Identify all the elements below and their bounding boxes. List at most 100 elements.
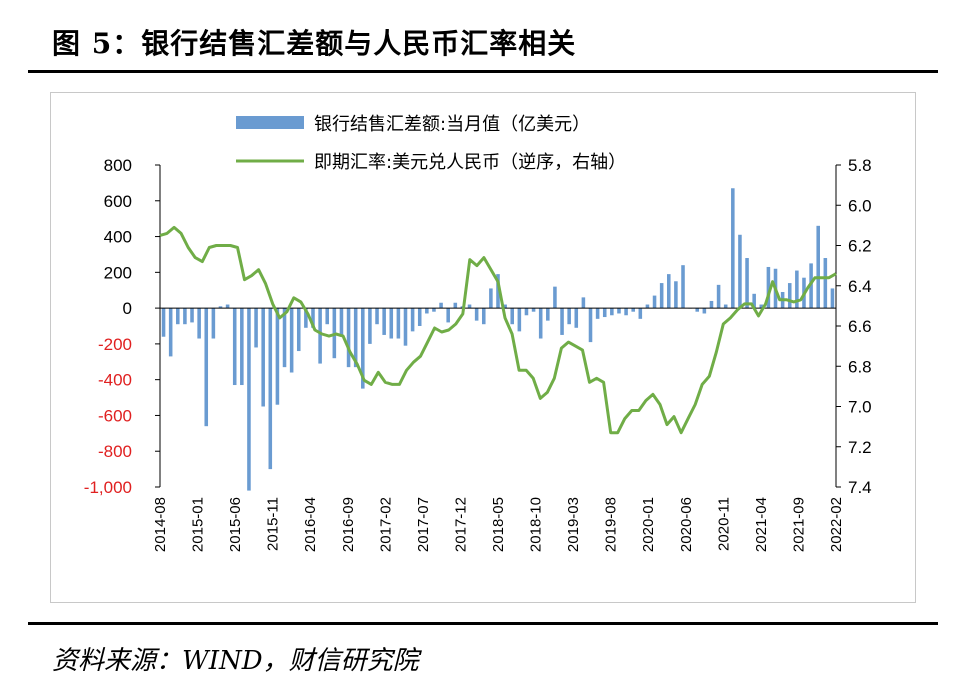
- bar: [560, 308, 564, 335]
- bar: [211, 308, 216, 339]
- legend-bar-label: 银行结售汇差额:当月值（亿美元）: [314, 114, 590, 135]
- bar: [787, 283, 792, 309]
- x-tick-label: 2018-10: [528, 497, 545, 552]
- bar-series: [161, 188, 835, 491]
- bar: [240, 308, 244, 386]
- right-tick-label: 6.6: [848, 317, 872, 336]
- bar: [439, 302, 443, 309]
- bar: [425, 308, 429, 314]
- x-tick-label: 2015-06: [227, 497, 244, 552]
- bar: [396, 308, 401, 339]
- bar: [617, 308, 621, 314]
- x-tick-label: 2017-12: [452, 497, 469, 552]
- bar: [553, 286, 557, 309]
- bar: [574, 308, 579, 328]
- bar: [417, 308, 422, 326]
- bar: [745, 258, 749, 309]
- bar: [588, 308, 593, 343]
- right-tick-label: 6.8: [848, 357, 872, 376]
- chart-frame: [50, 92, 916, 603]
- right-tick-label: 6.2: [848, 237, 872, 256]
- bar: [595, 308, 600, 319]
- bar: [738, 234, 742, 309]
- bar: [382, 308, 386, 335]
- legend-line-label: 即期汇率:美元兑人民币（逆序，右轴）: [314, 152, 626, 173]
- bar: [446, 308, 450, 323]
- bar: [183, 308, 187, 325]
- x-tick-label: 2021-09: [790, 497, 807, 552]
- axes: [155, 164, 837, 488]
- bar: [282, 308, 287, 368]
- right-axis-ticks: 5.8 6.0 6.2 6.4 6.6 6.8 7.0 7.2 7.4: [836, 156, 872, 497]
- line-series: [159, 225, 837, 435]
- bar: [624, 308, 628, 316]
- left-axis-ticks: 800 600 400 200 0 -200 -400 -600 -800 -1,000: [84, 156, 132, 497]
- bar: [489, 288, 493, 309]
- bar: [289, 308, 294, 373]
- left-tick-label: 600: [104, 192, 132, 211]
- x-tick-label: 2020-01: [640, 497, 657, 552]
- bar: [581, 297, 586, 309]
- bar: [716, 284, 721, 309]
- bar: [161, 308, 166, 337]
- right-tick-label: 5.8: [848, 156, 872, 175]
- bar: [403, 308, 408, 346]
- bar: [410, 308, 415, 332]
- x-tick-label: 2020-06: [678, 497, 695, 552]
- bar: [204, 308, 209, 427]
- bar: [481, 308, 486, 325]
- bar: [709, 300, 714, 309]
- bar: [567, 308, 571, 325]
- bar: [474, 308, 479, 321]
- bar: [375, 308, 379, 325]
- bar: [218, 306, 223, 309]
- bar: [168, 308, 173, 357]
- right-tick-label: 7.4: [848, 478, 872, 497]
- bar: [823, 258, 828, 309]
- bar: [503, 304, 507, 309]
- bar: [311, 308, 315, 328]
- bar: [389, 308, 394, 339]
- bar: [225, 304, 230, 309]
- bar: [645, 304, 650, 309]
- exchange-rate-line: [159, 225, 837, 435]
- bar: [318, 308, 322, 364]
- bar: [296, 308, 301, 352]
- bar: [232, 308, 237, 386]
- bar: [368, 308, 372, 344]
- bar: [304, 308, 308, 328]
- bar: [268, 308, 273, 470]
- bar: [652, 295, 657, 309]
- bar: [538, 308, 543, 339]
- bar: [261, 308, 265, 407]
- bar: [361, 308, 365, 389]
- right-tick-label: 6.0: [848, 196, 872, 215]
- bar: [731, 188, 735, 309]
- bar: [695, 308, 700, 312]
- bar: [752, 293, 756, 309]
- bar: [275, 308, 280, 405]
- left-tick-label: -400: [98, 371, 132, 390]
- bar: [674, 281, 678, 309]
- x-tick-label: 2015-01: [190, 497, 207, 552]
- bar: [531, 308, 536, 312]
- bar: [638, 308, 643, 319]
- bar: [524, 308, 529, 316]
- x-tick-label: 2015-11: [265, 497, 282, 551]
- bar: [247, 308, 251, 491]
- bar: [702, 308, 707, 314]
- chart-title: 图 5：银行结售汇差额与人民币汇率相关: [52, 27, 577, 60]
- top-rule: [28, 70, 938, 73]
- bar: [723, 304, 728, 309]
- x-axis-ticks: 2014-08 2015-01 2015-06 2015-11 2016-04 2016-…: [152, 497, 845, 552]
- left-tick-label: 200: [104, 263, 132, 282]
- bar: [254, 308, 258, 348]
- bar: [602, 308, 607, 318]
- bottom-rule: [28, 622, 938, 625]
- bar: [176, 308, 180, 325]
- right-tick-label: 7.2: [848, 438, 872, 457]
- x-tick-label: 2018-05: [490, 497, 507, 552]
- bar: [795, 270, 799, 309]
- left-tick-label: 0: [123, 299, 132, 318]
